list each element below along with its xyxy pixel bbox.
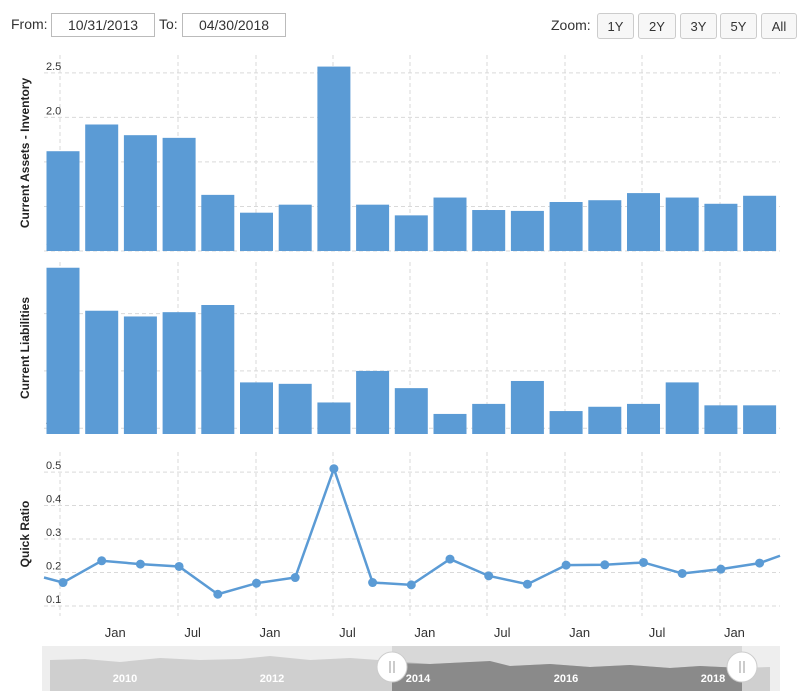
data-point[interactable] xyxy=(639,557,648,567)
y-axis-title: Current Assets - Inventory xyxy=(18,78,32,229)
data-point[interactable] xyxy=(213,589,223,599)
bar[interactable] xyxy=(704,405,738,434)
data-point[interactable] xyxy=(406,580,416,590)
y-tick-label: 0.5 xyxy=(46,460,61,472)
navigator-year-label: 2014 xyxy=(406,673,431,685)
zoom-1y-button[interactable]: 1Y xyxy=(597,13,634,39)
data-point[interactable] xyxy=(368,578,378,588)
to-date-input[interactable]: 04/30/2018 xyxy=(182,13,286,37)
data-point[interactable] xyxy=(135,559,145,569)
navigator-year-label: 2018 xyxy=(701,673,725,685)
data-point[interactable] xyxy=(290,573,300,583)
navigator-left-handle[interactable] xyxy=(376,651,408,683)
bar[interactable] xyxy=(627,193,660,251)
x-tick-label: Jan xyxy=(414,625,435,640)
x-tick-label: Jan xyxy=(724,625,745,640)
bar[interactable] xyxy=(123,135,157,251)
data-point[interactable] xyxy=(97,556,107,566)
data-point[interactable] xyxy=(677,568,687,578)
navigator-year-label: 2016 xyxy=(554,673,578,685)
bar[interactable] xyxy=(549,411,583,434)
zoom-label: Zoom: xyxy=(551,17,591,33)
navigator-year-label: 2012 xyxy=(260,673,284,685)
y-tick-label: 0.2 xyxy=(46,560,61,572)
bar[interactable] xyxy=(743,195,777,251)
y-tick-label: 2.5 xyxy=(46,61,61,73)
navigator-right-handle[interactable] xyxy=(726,651,758,683)
navigator[interactable]: 2010 2012 2014 2016 2018 xyxy=(42,646,780,691)
x-tick-label: Jul xyxy=(494,625,511,640)
data-point[interactable] xyxy=(445,554,455,564)
y-axis-title: Quick Ratio xyxy=(18,501,32,568)
data-point[interactable] xyxy=(329,464,339,474)
data-point[interactable] xyxy=(522,579,532,589)
zoom-all-button[interactable]: All xyxy=(761,13,797,39)
navigator-year-label: 2010 xyxy=(113,673,137,685)
bar[interactable] xyxy=(356,204,390,251)
from-date-input[interactable]: 10/31/2013 xyxy=(51,13,155,37)
x-tick-label: Jul xyxy=(649,625,666,640)
x-tick-label: Jul xyxy=(339,625,356,640)
bar[interactable] xyxy=(317,402,351,434)
bar[interactable] xyxy=(46,267,80,434)
bar[interactable] xyxy=(588,200,622,251)
y-axis-title: Current Liabilities xyxy=(18,297,32,399)
bar[interactable] xyxy=(472,210,506,251)
bar[interactable] xyxy=(704,203,738,251)
bar[interactable] xyxy=(240,382,273,434)
bar[interactable] xyxy=(743,405,777,434)
x-tick-label: Jan xyxy=(260,625,281,640)
bar[interactable] xyxy=(201,305,235,434)
bar[interactable] xyxy=(433,197,467,251)
bar[interactable] xyxy=(394,215,428,251)
bar[interactable] xyxy=(665,197,699,251)
y-tick-label: 2.0 xyxy=(46,105,61,117)
bar[interactable] xyxy=(665,382,699,434)
bar[interactable] xyxy=(472,403,506,434)
data-point[interactable] xyxy=(58,578,68,588)
y-tick-label: 0.4 xyxy=(46,494,61,506)
data-point[interactable] xyxy=(252,578,261,588)
zoom-2y-button[interactable]: 2Y xyxy=(638,13,676,39)
bar[interactable] xyxy=(85,124,119,251)
bar[interactable] xyxy=(278,383,312,434)
y-tick-label: 0.1 xyxy=(46,594,61,606)
data-point[interactable] xyxy=(716,564,726,574)
bar[interactable] xyxy=(162,137,196,251)
zoom-3y-button[interactable]: 3Y xyxy=(680,13,717,39)
to-label: To: xyxy=(159,16,178,32)
range-controls: From: 10/31/2013 To: 04/30/2018 Zoom: 1Y… xyxy=(0,0,808,50)
data-point[interactable] xyxy=(755,558,765,568)
bar[interactable] xyxy=(317,66,351,251)
x-tick-label: Jul xyxy=(184,625,201,640)
quick-ratio-line xyxy=(43,464,781,596)
bar[interactable] xyxy=(85,310,119,434)
bar[interactable] xyxy=(162,312,196,434)
bar[interactable] xyxy=(433,413,467,434)
data-point[interactable] xyxy=(484,571,494,581)
bar[interactable] xyxy=(123,316,157,434)
bar[interactable] xyxy=(201,194,235,251)
x-tick-label: Jan xyxy=(105,625,126,640)
zoom-5y-button[interactable]: 5Y xyxy=(720,13,757,39)
navigator-selected-area xyxy=(392,661,742,691)
bar[interactable] xyxy=(240,212,273,251)
data-point[interactable] xyxy=(600,560,610,570)
bar[interactable] xyxy=(394,388,428,434)
y-tick-label: 0.3 xyxy=(46,527,61,539)
x-tick-label: Jan xyxy=(569,625,590,640)
bar[interactable] xyxy=(356,370,390,434)
data-point[interactable] xyxy=(561,560,571,570)
bar[interactable] xyxy=(627,403,660,434)
bar[interactable] xyxy=(510,380,544,434)
data-point[interactable] xyxy=(174,561,184,571)
bar[interactable] xyxy=(549,202,583,251)
bar[interactable] xyxy=(510,210,544,251)
bar[interactable] xyxy=(588,406,622,434)
from-label: From: xyxy=(11,16,48,32)
bar[interactable] xyxy=(278,204,312,251)
bar[interactable] xyxy=(46,151,80,251)
